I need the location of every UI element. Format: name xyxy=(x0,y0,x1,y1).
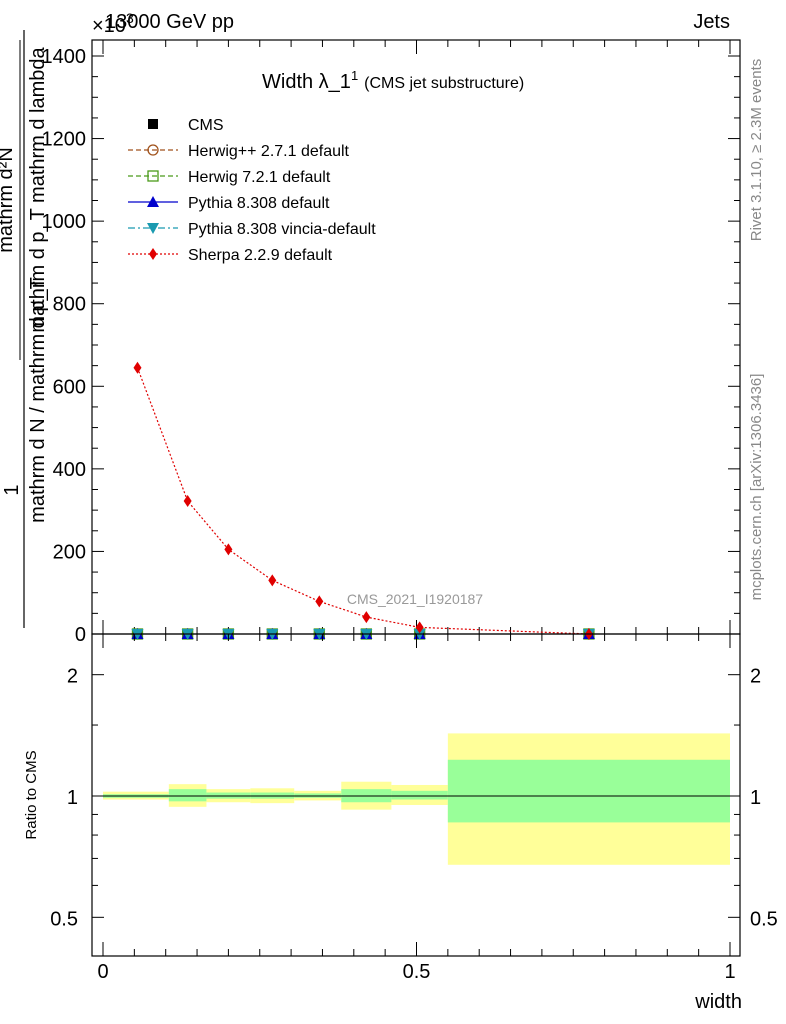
mcplots-label: mcplots.cern.ch [arXiv:1306.3436] xyxy=(748,374,765,601)
legend-label: CMS xyxy=(188,117,224,134)
ratio-y-label: Ratio to CMS xyxy=(23,750,40,839)
ratio-y-tick-label: 0.5 xyxy=(50,908,78,930)
sherpa-point xyxy=(362,611,371,624)
sherpa-point xyxy=(315,595,324,608)
legend-marker xyxy=(147,223,159,234)
frac-num: mathrm d²N xyxy=(0,147,17,253)
sherpa-point xyxy=(183,495,192,508)
sherpa-point xyxy=(224,543,233,556)
sherpa-point xyxy=(415,621,424,634)
exponent-label: ×103 xyxy=(92,10,134,37)
energy-label: 13000 GeV pp xyxy=(105,11,234,33)
legend-marker xyxy=(147,170,159,182)
y-tick-label: 200 xyxy=(53,541,86,563)
svg-text:mathrm d N / mathrm d p_T: mathrm d N / mathrm d p_T xyxy=(27,277,49,523)
frac-den: mathrm d p_T mathrm d lambda xyxy=(27,46,49,332)
ratio-y-tick-label-right: 2 xyxy=(750,666,761,688)
y-tick-label: 1000 xyxy=(42,211,87,233)
legend-marker xyxy=(149,248,157,260)
ratio-y-tick-label: 2 xyxy=(67,666,78,688)
legend-label: Pythia 8.308 default xyxy=(188,195,330,212)
ratio-y-tick-label-right: 0.5 xyxy=(750,908,778,930)
y-tick-label: 1200 xyxy=(42,129,87,151)
x-tick-label: 0 xyxy=(97,961,108,983)
legend-marker xyxy=(147,144,159,156)
legend-label: Sherpa 2.2.9 default xyxy=(188,247,333,264)
ratio-bands xyxy=(103,733,730,865)
y-tick-label: 800 xyxy=(53,294,86,316)
legend-label: Herwig++ 2.7.1 default xyxy=(188,143,350,160)
legend-label: Pythia 8.308 vincia-default xyxy=(188,221,376,238)
uncertainty-band-inner xyxy=(447,759,730,823)
sherpa-point xyxy=(133,361,142,374)
sherpa-line xyxy=(136,367,589,635)
main-x-ticks xyxy=(102,40,731,634)
ratio-x-ticks: 0 0.5 1 xyxy=(97,634,736,983)
x-tick-label: 1 xyxy=(724,961,735,983)
main-y-ticks: 0 200 400 600 800 1000 1200 1400 xyxy=(42,46,740,646)
uncertainty-band-inner xyxy=(391,790,448,800)
y-tick-label: 0 xyxy=(75,624,86,646)
uncertainty-band-inner xyxy=(168,789,207,802)
chart-title: Width λ_11 (CMS jet substructure) xyxy=(262,68,524,93)
process-label: Jets xyxy=(693,11,730,33)
analysis-watermark: CMS_2021_I1920187 xyxy=(347,591,483,607)
x-tick-label: 0.5 xyxy=(403,961,431,983)
legend-marker xyxy=(147,196,159,207)
y-tick-label: 600 xyxy=(53,376,86,398)
x-axis-label: width xyxy=(694,991,742,1013)
legend-marker xyxy=(148,119,158,129)
svg-text:1: 1 xyxy=(1,484,23,495)
main-y-label: 1 mathrm d N / mathrm d p_T mathrm d²N m… xyxy=(0,30,49,628)
legend-label: Herwig 7.2.1 default xyxy=(188,169,331,186)
legend: CMS Herwig++ 2.7.1 default Herwig 7.2.1 de… xyxy=(128,117,376,264)
y-tick-label: 400 xyxy=(53,459,86,481)
ratio-y-tick-label: 1 xyxy=(67,787,78,809)
sherpa-point xyxy=(268,574,277,587)
y-tick-label: 1400 xyxy=(42,46,87,68)
ratio-y-tick-label-right: 1 xyxy=(750,787,761,809)
rivet-label: Rivet 3.1.10, ≥ 2.3M events xyxy=(748,59,765,242)
